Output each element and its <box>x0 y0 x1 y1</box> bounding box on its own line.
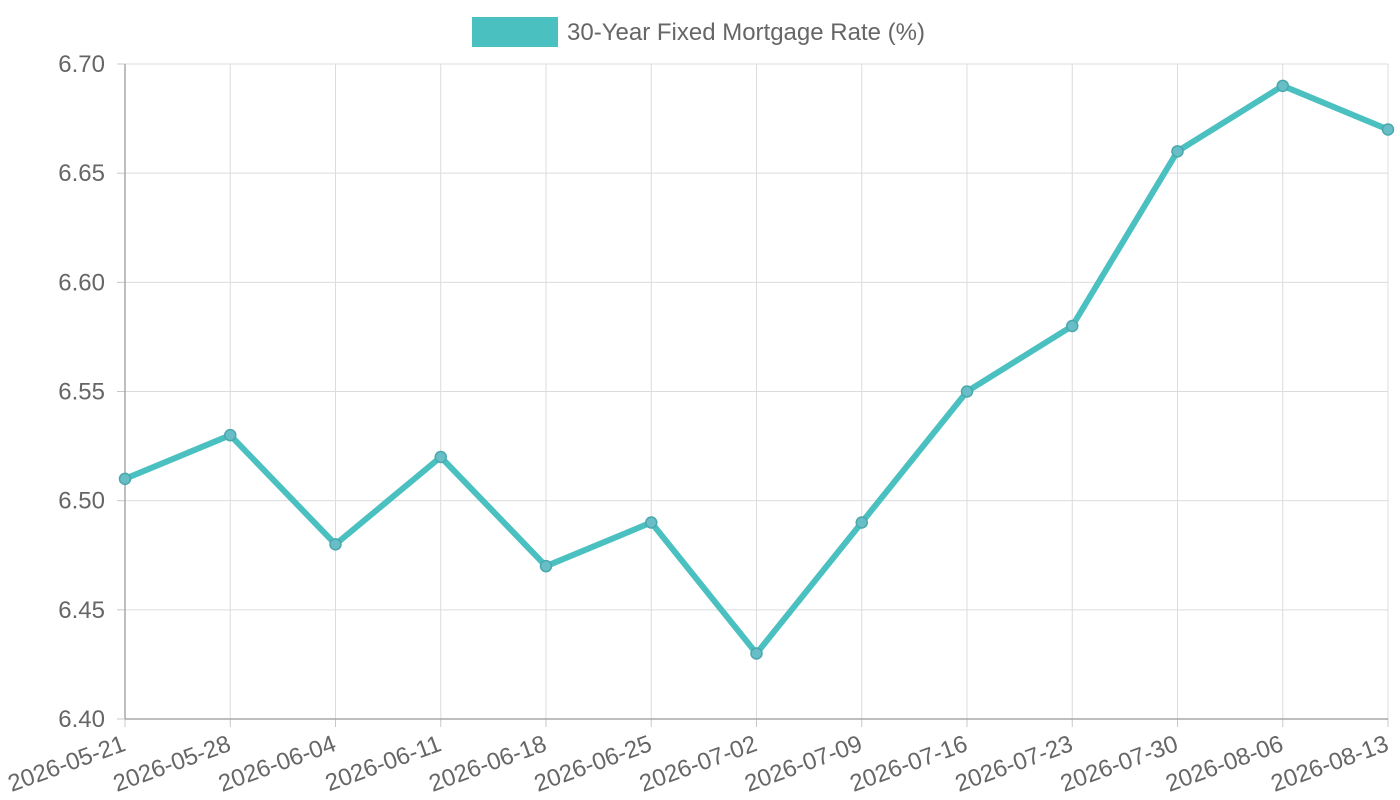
grid <box>117 63 1389 727</box>
data-point[interactable] <box>1276 79 1289 93</box>
axes <box>124 64 1388 720</box>
x-tick-label: 2026-05-28 <box>110 730 235 797</box>
data-point[interactable] <box>539 559 553 573</box>
data-point[interactable] <box>1171 145 1184 158</box>
y-tick-label: 6.45 <box>58 597 105 624</box>
legend[interactable]: 30-Year Fixed Mortgage Rate (%) <box>472 17 925 47</box>
x-tick-label: 2026-06-04 <box>215 730 340 797</box>
x-tick-label: 2026-07-23 <box>952 730 1077 797</box>
x-tick-label: 2026-07-02 <box>636 730 761 797</box>
x-tick-label: 2026-05-21 <box>4 730 129 797</box>
data-point[interactable] <box>645 516 658 529</box>
x-tick-label: 2026-07-16 <box>846 730 971 797</box>
x-tick-label: 2026-08-06 <box>1162 730 1287 797</box>
data-point[interactable] <box>1066 319 1079 333</box>
data-point[interactable] <box>329 538 342 551</box>
data-point[interactable] <box>1381 123 1395 136</box>
legend-label: 30-Year Fixed Mortgage Rate (%) <box>567 19 925 46</box>
x-tick-label: 2026-07-09 <box>741 730 866 797</box>
data-point[interactable] <box>750 647 763 660</box>
y-tick-label: 6.70 <box>58 51 105 78</box>
y-tick-label: 6.60 <box>58 269 105 296</box>
data-point[interactable] <box>855 516 868 529</box>
x-tick-label: 2026-06-18 <box>425 730 550 797</box>
legend-swatch <box>472 17 558 47</box>
data-point[interactable] <box>960 385 974 398</box>
x-tick-label: 2026-06-11 <box>322 730 445 797</box>
series-layer <box>118 79 1395 660</box>
y-axis-tick-labels: 6.40 6.45 6.50 6.55 6.60 6.65 6.70 <box>58 51 105 733</box>
y-tick-label: 6.55 <box>58 379 105 406</box>
y-tick-label: 6.65 <box>58 160 105 187</box>
y-tick-label: 6.40 <box>58 706 105 733</box>
x-tick-label: 2026-06-25 <box>531 730 656 797</box>
y-tick-label: 6.50 <box>58 488 105 515</box>
x-tick-label: 2026-08-13 <box>1267 730 1392 797</box>
data-point[interactable] <box>434 450 447 464</box>
x-axis-tick-labels: 2026-05-212026-05-282026-06-042026-06-11… <box>4 730 1392 797</box>
data-point[interactable] <box>224 428 237 442</box>
data-point[interactable] <box>118 472 132 486</box>
x-tick-label: 2026-07-30 <box>1057 730 1182 797</box>
